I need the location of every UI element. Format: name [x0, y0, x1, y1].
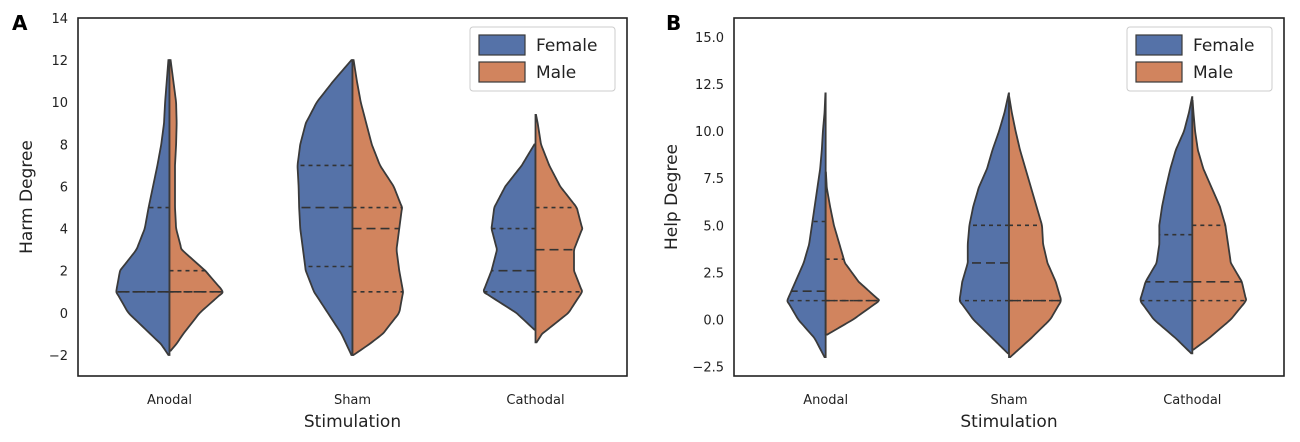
legend-label-female: Female — [1193, 36, 1254, 56]
legend-label-female: Female — [536, 36, 597, 56]
y-tick-label: 8 — [60, 138, 68, 153]
legend-swatch-female — [478, 34, 526, 56]
y-tick-label: 6 — [60, 180, 68, 195]
violin-sham — [958, 92, 1062, 359]
legend: Female Male — [1126, 26, 1273, 92]
violin-half-anodal-male — [168, 59, 224, 352]
violin-anodal — [786, 92, 880, 359]
violin-cathodal — [1139, 96, 1247, 355]
violin-half-sham-female — [296, 59, 354, 356]
legend-label-male: Male — [1193, 63, 1233, 83]
y-tick-label: −2.5 — [692, 361, 724, 376]
y-tick-label: 10 — [51, 96, 68, 111]
x-tick-label: Sham — [990, 393, 1027, 408]
legend-swatch-male — [1135, 61, 1183, 83]
violin-cathodal — [482, 113, 584, 344]
y-tick-label: 12.5 — [695, 78, 724, 93]
y-tick-label: 5.0 — [703, 219, 724, 234]
violin-anodal — [115, 59, 224, 356]
y-tick-label: 7.5 — [703, 172, 724, 187]
chart-panel-a: −2 0 2 4 6 8 10 12 14 Anodal Sham Cathodal Stimulati… — [12, 11, 628, 432]
y-tick-label: −2 — [49, 349, 68, 364]
panel-label: A — [12, 11, 28, 35]
plot-frame — [733, 17, 1285, 377]
x-axis-title: Stimulation — [304, 412, 401, 432]
y-tick-label: 14 — [51, 12, 68, 27]
x-tick-label: Anodal — [147, 393, 192, 408]
y-tick-label: 2 — [60, 265, 68, 280]
y-tick-label: 15.0 — [695, 31, 724, 46]
y-axis-title: Harm Degree — [17, 140, 37, 254]
y-tick-label: 4 — [60, 223, 68, 238]
y-tick-label: 2.5 — [703, 266, 724, 281]
chart-panel-b: −2.5 0.0 2.5 5.0 7.5 10.0 12.5 15.0 Anodal Sham Ca… — [662, 11, 1285, 432]
violin-half-anodal-female — [786, 92, 827, 359]
y-tick-label: 10.0 — [695, 125, 724, 140]
x-axis-title: Stimulation — [960, 412, 1057, 432]
legend-label-male: Male — [536, 63, 576, 83]
violin-half-cathodal-male — [534, 113, 584, 344]
x-tick-label: Anodal — [803, 393, 848, 408]
y-axis-title: Help Degree — [662, 144, 682, 250]
y-tick-label: 12 — [51, 54, 68, 69]
violin-half-sham-male — [1008, 96, 1062, 359]
violin-sham — [296, 59, 404, 356]
legend-swatch-female — [1135, 34, 1183, 56]
y-tick-label: 0 — [60, 307, 68, 322]
violin-half-sham-female — [958, 92, 1010, 355]
legend: Female Male — [469, 26, 616, 92]
legend-swatch-male — [478, 61, 526, 83]
plot-frame — [77, 17, 628, 377]
violin-half-cathodal-female — [1139, 96, 1194, 355]
violin-half-cathodal-female — [482, 143, 537, 331]
x-tick-label: Cathodal — [506, 393, 564, 408]
x-tick-label: Cathodal — [1163, 393, 1221, 408]
violin-half-anodal-male — [824, 171, 880, 336]
violin-half-anodal-female — [115, 59, 171, 356]
x-tick-label: Sham — [334, 393, 371, 408]
panel-label: B — [666, 11, 681, 35]
y-tick-label: 0.0 — [703, 313, 724, 328]
